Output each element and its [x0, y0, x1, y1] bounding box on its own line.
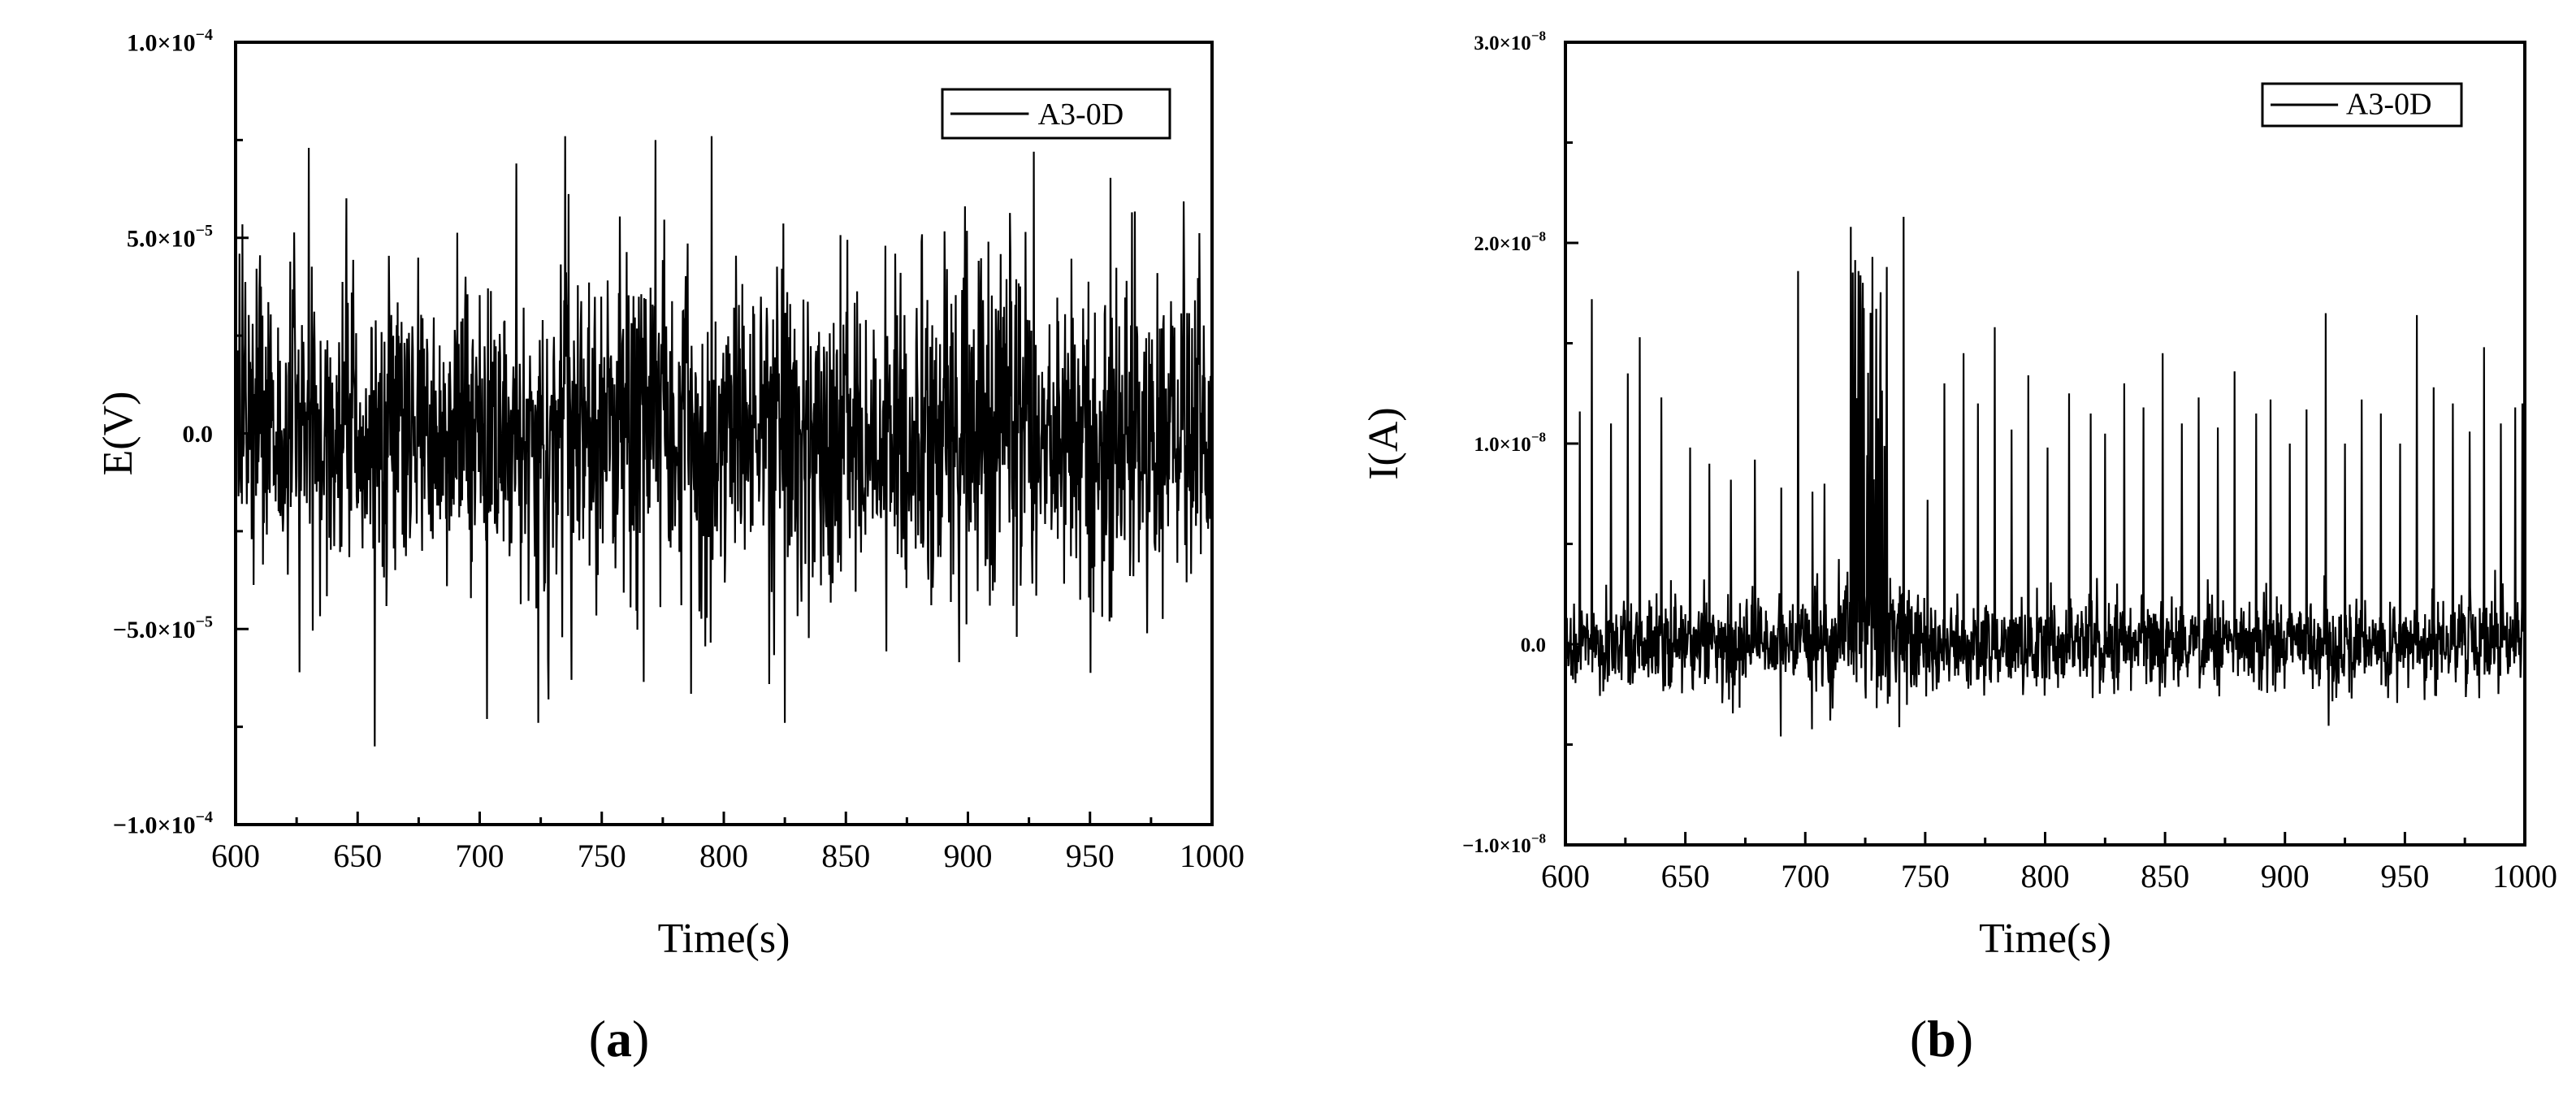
y-tick-label: 5.0×10−5	[127, 222, 213, 253]
y-tick-label: 3.0×10−8	[1474, 28, 1546, 54]
x-axis-label-b: Time(s)	[1979, 916, 2111, 962]
chart-panel-a: 600 650 700 750 800 850 900 950 1000 −1.0×10−4 −5…	[95, 26, 1245, 1068]
y-tick-label: −1.0×10−8	[1462, 831, 1546, 857]
panel-label-b: (b)	[1910, 1010, 1973, 1068]
chart-panel-b: 600 650 700 750 800 850 900 950 1000 −1.0×10−8 0.…	[1361, 28, 2557, 1068]
x-tick-label: 700	[456, 838, 504, 874]
series-line-a	[234, 136, 1214, 747]
legend-label-b: A3-0D	[2346, 87, 2432, 121]
y-tick-label: 2.0×10−8	[1474, 229, 1546, 255]
x-tick-label: 650	[1661, 858, 1710, 894]
x-axis-label-a: Time(s)	[658, 916, 790, 962]
x-tick-label: 950	[2380, 858, 2429, 894]
x-tick-label: 1000	[1180, 838, 1245, 874]
panel-label-a: (a)	[589, 1010, 650, 1068]
x-tick-label: 750	[578, 838, 626, 874]
x-tick-label: 600	[1541, 858, 1590, 894]
x-tick-label: 800	[699, 838, 748, 874]
y-tick-label: 1.0×10−8	[1474, 430, 1546, 456]
x-tick-label: 650	[333, 838, 382, 874]
x-tick-label: 900	[944, 838, 993, 874]
y-axis-label-a: E(V)	[95, 392, 141, 476]
y-axis-label-b: I(A)	[1361, 407, 1407, 480]
y-tick-label: −5.0×10−5	[113, 613, 213, 643]
x-tick-label: 750	[1901, 858, 1950, 894]
x-tick-label: 1000	[2492, 858, 2557, 894]
y-tick-group-a: −1.0×10−4 −5.0×10−5 0.0 5.0×10−5 1.0×10−4	[113, 26, 249, 839]
legend-a: A3-0D	[941, 88, 1171, 140]
series-line-b	[1564, 216, 2526, 737]
x-tick-group-a: 600 650 700 750 800 850 900 950 1000	[211, 812, 1245, 874]
x-tick-label: 600	[211, 838, 260, 874]
y-tick-label: −1.0×10−4	[113, 808, 213, 839]
y-tick-label: 0.0	[1521, 634, 1546, 656]
x-tick-label: 850	[821, 838, 870, 874]
x-tick-label: 850	[2141, 858, 2189, 894]
x-tick-label: 950	[1066, 838, 1115, 874]
y-tick-group-b: −1.0×10−8 0.0 1.0×10−8 2.0×10−8 3.0×10−8	[1462, 28, 1578, 857]
legend-label-a: A3-0D	[1038, 97, 1124, 132]
y-tick-label: 1.0×10−4	[127, 26, 213, 57]
legend-b: A3-0D	[2261, 82, 2463, 128]
x-tick-label: 800	[2021, 858, 2070, 894]
x-tick-label: 900	[2261, 858, 2310, 894]
x-tick-group-b: 600 650 700 750 800 850 900 950 1000	[1541, 832, 2557, 894]
x-tick-label: 700	[1781, 858, 1829, 894]
y-tick-label: 0.0	[183, 421, 214, 448]
